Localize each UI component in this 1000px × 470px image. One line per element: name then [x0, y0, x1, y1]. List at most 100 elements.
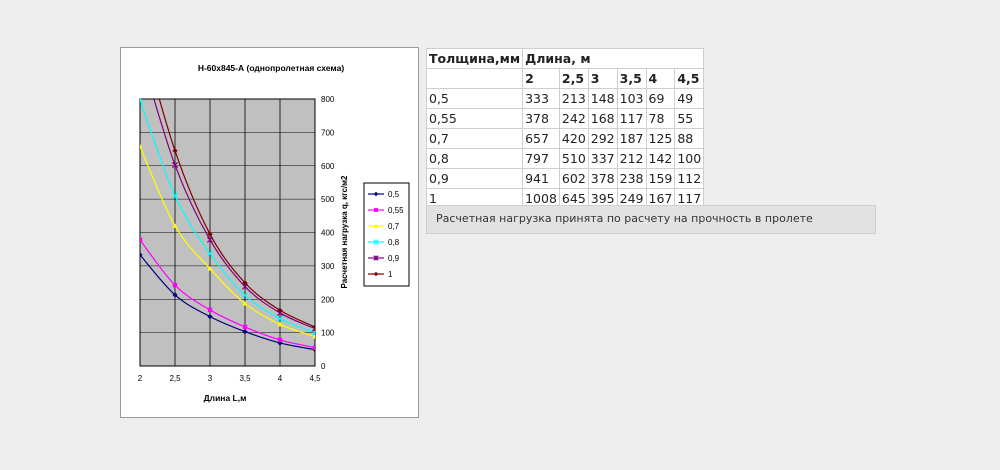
data-point — [312, 345, 315, 350]
length-value: 4,5 — [674, 68, 705, 89]
load-cell: 55 — [674, 108, 705, 129]
data-point — [171, 162, 179, 169]
table-row: 0,55 378 242 168 117 78 55 — [425, 108, 705, 129]
load-cell: 212 — [616, 148, 647, 169]
table-lengths-row: 2 2,5 3 3,5 4 4,5 — [425, 68, 705, 89]
x-tick-label: 3,5 — [239, 374, 251, 383]
series-line-1 — [140, 239, 315, 349]
load-cell: 378 — [587, 168, 618, 189]
legend-label: 0,5 — [388, 190, 400, 199]
load-cell: 69 — [645, 88, 676, 109]
length-value: 3 — [587, 68, 618, 89]
empty-cell — [425, 68, 524, 89]
legend-label: 0,8 — [388, 238, 400, 247]
load-cell: 657 — [522, 128, 560, 149]
y-tick-label: 300 — [321, 262, 335, 271]
load-cell: 125 — [645, 128, 676, 149]
load-cell: 142 — [645, 148, 676, 169]
load-cell: 168 — [587, 108, 618, 129]
axes: 2 2,5 3 3,5 4 4,50 100 200 300 400 500 600 700 800 — [138, 95, 335, 383]
thickness-cell: 0,8 — [425, 148, 524, 169]
load-cell: 187 — [616, 128, 647, 149]
data-point — [312, 334, 315, 339]
load-cell: 645 — [558, 188, 589, 209]
load-cell: 420 — [558, 128, 589, 149]
thickness-cell: 0,5 — [425, 88, 524, 109]
legend-marker — [373, 223, 379, 228]
x-axis-label: Длина L,м — [204, 393, 247, 403]
data-point — [172, 283, 178, 288]
chart-panel: Н-60х845-А (однопролетная схема) 2 2,5 3 3,… — [120, 47, 419, 418]
data-point — [207, 265, 213, 271]
note-text: Расчетная нагрузка принята по расчету на… — [436, 212, 813, 225]
load-cell: 148 — [587, 88, 618, 109]
load-cell: 238 — [616, 168, 647, 189]
data-point — [172, 292, 178, 298]
table-row: 0,5 333 213 148 103 69 49 — [425, 88, 705, 109]
thickness-cell: 0,7 — [425, 128, 524, 149]
data-point — [277, 307, 283, 313]
data-point — [207, 231, 213, 237]
data-point — [206, 236, 214, 243]
data-point — [241, 292, 249, 299]
length-header: Длина, м — [522, 48, 705, 69]
table-row: 0,9 941 602 378 238 159 112 — [425, 168, 705, 189]
data-point — [207, 307, 213, 313]
load-cell: 88 — [674, 128, 705, 149]
data-point — [206, 250, 214, 257]
data-point — [242, 300, 248, 306]
y-tick-label: 200 — [321, 295, 335, 304]
thickness-cell: 0,55 — [425, 108, 524, 129]
note-box: Расчетная нагрузка принята по расчету на… — [426, 205, 876, 234]
legend-marker — [373, 271, 379, 277]
data-point — [242, 324, 248, 330]
load-cell: 78 — [645, 108, 676, 129]
length-value: 2,5 — [558, 68, 589, 89]
y-tick-label: 100 — [321, 329, 335, 338]
legend-box — [363, 182, 410, 287]
legend-marker — [373, 191, 379, 197]
y-tick-label: 800 — [321, 95, 335, 104]
table-row: 0,7 657 420 292 187 125 88 — [425, 128, 705, 149]
load-cell: 292 — [587, 128, 618, 149]
load-cell: 242 — [558, 108, 589, 129]
y-tick-label: 500 — [321, 195, 335, 204]
legend: 0,5 0,55 0,7 0,8 0,9 1 — [363, 182, 410, 287]
data-point — [277, 337, 283, 343]
thickness-cell: 0,9 — [425, 168, 524, 189]
load-cell: 117 — [674, 188, 705, 209]
y-tick-label: 700 — [321, 128, 335, 137]
legend-marker — [373, 239, 379, 245]
length-value: 4 — [645, 68, 676, 89]
data-point — [171, 192, 179, 199]
data-point — [207, 314, 213, 320]
load-cell: 510 — [558, 148, 589, 169]
plot-border — [139, 98, 316, 367]
x-tick-label: 4,5 — [309, 374, 321, 383]
legend-label: 0,9 — [388, 254, 400, 263]
table-header-row: Толщина,мм Длина, м — [425, 48, 705, 69]
load-cell: 602 — [558, 168, 589, 189]
legend-label: 1 — [388, 270, 393, 279]
x-tick-label: 2,5 — [169, 374, 181, 383]
load-cell: 378 — [522, 108, 560, 129]
load-cell: 797 — [522, 148, 560, 169]
load-cell: 1008 — [522, 188, 560, 209]
data-point — [140, 99, 144, 104]
y-axis-label: Расчетная нагрузка q, кгс/м2 — [340, 175, 349, 289]
length-value: 2 — [522, 68, 560, 89]
load-table: Толщина,мм Длина, м 2 2,5 3 3,5 4 4,5 0,5 333 213 1… — [425, 48, 705, 209]
load-cell: 100 — [674, 148, 705, 169]
load-cell: 337 — [587, 148, 618, 169]
table-row: 0,8 797 510 337 212 142 100 — [425, 148, 705, 169]
legend-label: 0,55 — [388, 206, 404, 215]
y-tick-label: 0 — [321, 362, 326, 371]
load-cell: 49 — [674, 88, 705, 109]
data-point — [140, 237, 143, 243]
x-tick-label: 3 — [208, 374, 213, 383]
legend-marker — [374, 208, 378, 212]
load-cell: 333 — [522, 88, 560, 109]
data-point — [140, 252, 143, 258]
load-cell: 941 — [522, 168, 560, 189]
data-point — [137, 49, 142, 54]
